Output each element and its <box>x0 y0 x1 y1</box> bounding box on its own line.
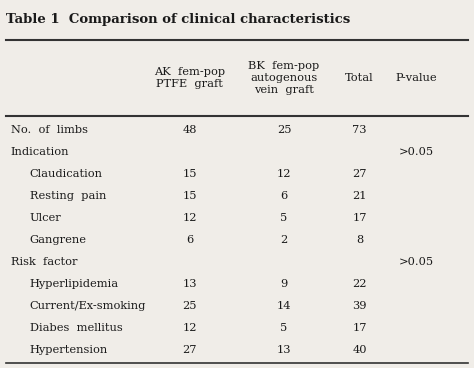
Text: P-value: P-value <box>395 73 437 83</box>
Text: 27: 27 <box>182 345 197 355</box>
Text: Risk  factor: Risk factor <box>11 257 77 267</box>
Text: 5: 5 <box>281 213 288 223</box>
Text: 22: 22 <box>352 279 367 289</box>
Text: Ulcer: Ulcer <box>30 213 62 223</box>
Text: 2: 2 <box>281 235 288 245</box>
Text: 12: 12 <box>277 169 292 179</box>
Text: 40: 40 <box>352 345 367 355</box>
Text: 17: 17 <box>352 323 367 333</box>
Text: 25: 25 <box>182 301 197 311</box>
Text: Indication: Indication <box>11 147 69 158</box>
Text: 6: 6 <box>186 235 193 245</box>
Text: 12: 12 <box>182 213 197 223</box>
Text: 15: 15 <box>182 191 197 201</box>
Text: 21: 21 <box>352 191 367 201</box>
Text: Resting  pain: Resting pain <box>30 191 106 201</box>
Text: 13: 13 <box>277 345 292 355</box>
Text: 14: 14 <box>277 301 292 311</box>
Text: Current/Ex-smoking: Current/Ex-smoking <box>30 301 146 311</box>
Text: Hyperlipidemia: Hyperlipidemia <box>30 279 119 289</box>
Text: 15: 15 <box>182 169 197 179</box>
Text: Gangrene: Gangrene <box>30 235 87 245</box>
Text: Diabes  mellitus: Diabes mellitus <box>30 323 122 333</box>
Text: 25: 25 <box>277 125 292 135</box>
Text: 5: 5 <box>281 323 288 333</box>
Text: 27: 27 <box>352 169 367 179</box>
Text: 8: 8 <box>356 235 363 245</box>
Text: BK  fem-pop
autogenous
vein  graft: BK fem-pop autogenous vein graft <box>248 61 320 95</box>
Text: 48: 48 <box>182 125 197 135</box>
Text: 6: 6 <box>281 191 288 201</box>
Text: >0.05: >0.05 <box>399 257 434 267</box>
Text: 13: 13 <box>182 279 197 289</box>
Text: Hypertension: Hypertension <box>30 345 108 355</box>
Text: Total: Total <box>345 73 374 83</box>
Text: 12: 12 <box>182 323 197 333</box>
Text: AK  fem-pop
PTFE  graft: AK fem-pop PTFE graft <box>155 67 226 89</box>
Text: 39: 39 <box>352 301 367 311</box>
Text: Table 1  Comparison of clinical characteristics: Table 1 Comparison of clinical character… <box>6 13 350 26</box>
Text: No.  of  limbs: No. of limbs <box>11 125 88 135</box>
Text: 73: 73 <box>352 125 367 135</box>
Text: Claudication: Claudication <box>30 169 103 179</box>
Text: 9: 9 <box>281 279 288 289</box>
Text: >0.05: >0.05 <box>399 147 434 158</box>
Text: 17: 17 <box>352 213 367 223</box>
